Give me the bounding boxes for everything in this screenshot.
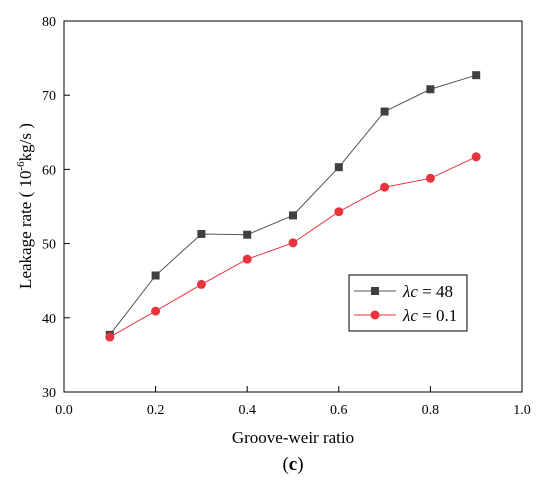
y-tick-label: 80	[42, 15, 56, 30]
y-axis-title-suffix: kg/s )	[16, 123, 35, 161]
series-1-point	[289, 211, 297, 220]
series-1-point	[334, 163, 343, 172]
panel-label: (c)	[282, 454, 303, 475]
series-markers	[105, 71, 481, 342]
legend-label-series-2-symbol: λ	[402, 306, 410, 325]
legend-label-series-2-variable: c	[410, 306, 418, 325]
series-1-point	[151, 271, 160, 280]
panel-label-open: (	[282, 454, 288, 475]
y-tick-label: 40	[42, 312, 56, 327]
legend-marker-series-1	[371, 287, 379, 295]
x-tick-label: 0.6	[330, 403, 348, 418]
y-tick-label: 60	[42, 163, 56, 178]
x-axis-title: Groove-weir ratio	[232, 428, 354, 447]
x-tick-label: 0.2	[147, 403, 165, 418]
panel-label-close: )	[297, 454, 303, 475]
x-tick-label: 1.0	[513, 403, 531, 418]
series-2-point	[380, 182, 390, 192]
legend-label-series-2-rest: = 0.1	[418, 306, 457, 325]
series-1-point	[472, 71, 481, 80]
legend-label-series-2: λc = 0.1	[402, 306, 457, 325]
series-1-point	[380, 107, 389, 116]
y-tick-label: 30	[42, 386, 56, 401]
x-tick-label: 0.4	[238, 403, 256, 418]
series-2-point	[425, 173, 435, 183]
series-2-point	[196, 279, 206, 289]
y-axis-ticks: 30 40 50 60 70 80	[42, 15, 70, 401]
legend-box	[348, 274, 468, 332]
y-axis-title-exponent: -6	[15, 161, 27, 171]
legend-label-series-1: λc = 48	[402, 282, 453, 301]
legend-label-series-1-symbol: λ	[402, 282, 410, 301]
series-1-point	[426, 85, 435, 94]
y-axis-title: Leakage rate ( 10-6kg/s )	[15, 123, 35, 289]
series-2-point	[105, 332, 115, 342]
legend-label-series-1-rest: = 48	[418, 282, 453, 301]
y-tick-label: 70	[42, 89, 56, 104]
panel-label-letter: c	[289, 454, 297, 475]
y-axis-title-prefix: Leakage rate ( 10	[16, 170, 35, 288]
series-1-point	[243, 230, 252, 239]
series-2-point	[471, 152, 481, 162]
legend: λc = 48 λc = 0.1	[348, 274, 468, 332]
x-axis-ticks: 0.0 0.2 0.4 0.6 0.8 1.0	[55, 386, 531, 418]
legend-label-series-1-variable: c	[410, 282, 418, 301]
series-1-point	[197, 229, 206, 238]
y-tick-label: 50	[42, 238, 56, 253]
legend-marker-series-2	[370, 310, 380, 320]
x-tick-label: 0.0	[55, 403, 73, 418]
series-2-point	[151, 306, 161, 316]
plot-area-frame	[63, 20, 523, 393]
series-2-point	[288, 238, 298, 248]
x-tick-label: 0.8	[422, 403, 440, 418]
series-2-point	[242, 254, 252, 264]
series-2-point	[334, 207, 344, 217]
